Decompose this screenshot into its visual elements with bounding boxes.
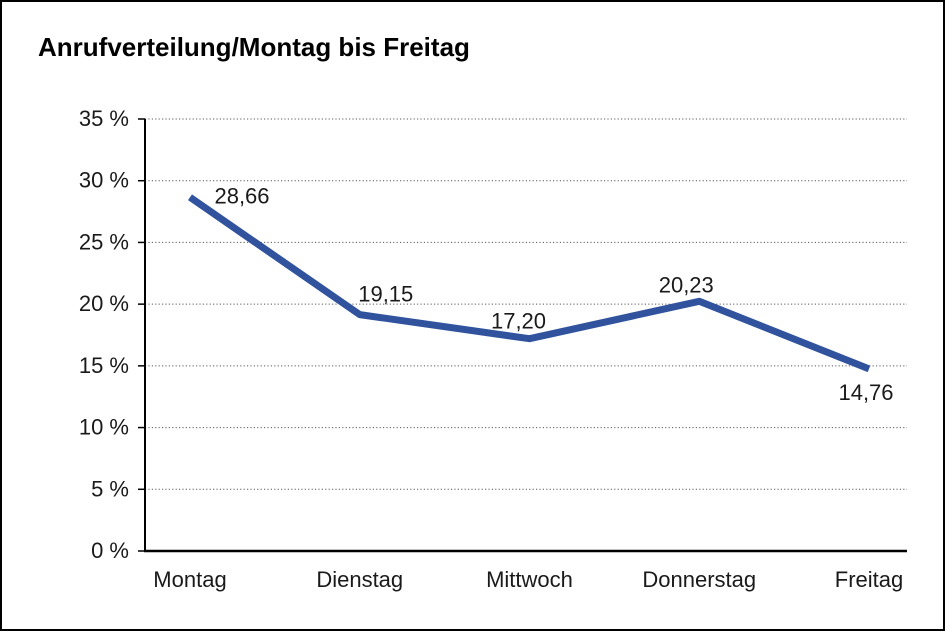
y-tick-label: 30 % bbox=[79, 168, 129, 193]
data-line bbox=[188, 194, 871, 373]
y-tick-label: 0 % bbox=[91, 538, 129, 563]
x-tick-label: Montag bbox=[153, 567, 226, 592]
data-point-label: 19,15 bbox=[358, 282, 413, 307]
data-point-label: 17,20 bbox=[491, 309, 546, 334]
data-point-label: 20,23 bbox=[659, 272, 714, 297]
y-tick-label: 35 % bbox=[79, 106, 129, 131]
x-tick-label: Dienstag bbox=[316, 567, 403, 592]
x-tick-label: Donnerstag bbox=[642, 567, 756, 592]
x-tick-label: Mittwoch bbox=[486, 567, 573, 592]
y-tick-label: 20 % bbox=[79, 291, 129, 316]
y-tick-label: 25 % bbox=[79, 229, 129, 254]
y-tick-label: 15 % bbox=[79, 353, 129, 378]
data-point-label: 28,66 bbox=[214, 183, 269, 208]
data-point-label: 14,76 bbox=[838, 380, 893, 405]
y-tick-label: 10 % bbox=[79, 415, 129, 440]
x-tick-label: Freitag bbox=[835, 567, 903, 592]
y-tick-label: 5 % bbox=[91, 476, 129, 501]
chart-title: Anrufverteilung/Montag bis Freitag bbox=[38, 32, 470, 62]
